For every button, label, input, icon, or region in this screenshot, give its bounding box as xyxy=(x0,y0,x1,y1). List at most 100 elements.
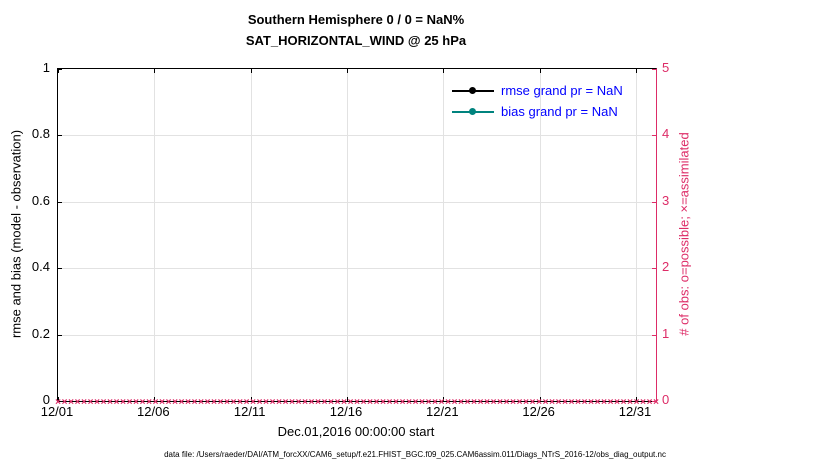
obs-assimilated-marker-icon: × xyxy=(256,397,263,408)
x-tick-mark xyxy=(58,397,59,401)
y-tick-mark-right xyxy=(652,334,656,336)
y-tick-label-left: 0.2 xyxy=(31,325,50,341)
obs-assimilated-marker-icon: × xyxy=(516,397,523,408)
obs-assimilated-marker-icon: × xyxy=(185,397,191,408)
obs-assimilated-marker-icon: × xyxy=(334,397,341,408)
y-tick-mark-left xyxy=(58,201,62,203)
obs-assimilated-marker-icon: × xyxy=(354,397,360,408)
obs-assimilated-marker-icon: × xyxy=(237,397,243,408)
obs-assimilated-marker-icon: × xyxy=(484,397,490,408)
x-tick-label: 12/11 xyxy=(233,404,266,419)
y-tick-mark-right xyxy=(652,69,656,70)
obs-assimilated-marker-icon: × xyxy=(464,397,471,408)
x-tick-mark-top xyxy=(443,69,445,73)
obs-assimilated-marker-icon: × xyxy=(419,397,425,408)
obs-assimilated-marker-icon: × xyxy=(295,397,302,408)
obs-assimilated-marker-icon: × xyxy=(386,397,393,408)
x-tick-mark-top xyxy=(347,69,348,73)
obs-assimilated-marker-icon: × xyxy=(646,397,653,408)
obs-assimilated-marker-icon: × xyxy=(503,397,510,408)
gridline-horizontal xyxy=(58,201,656,203)
obs-assimilated-marker-icon: × xyxy=(321,397,328,408)
obs-assimilated-marker-icon: × xyxy=(191,397,198,408)
y-tick-label-right: 0 xyxy=(662,392,670,407)
obs-assimilated-marker-icon: × xyxy=(107,397,113,408)
obs-assimilated-marker-icon: × xyxy=(458,397,464,408)
obs-assimilated-marker-icon: × xyxy=(204,397,211,408)
chart-title-line2: SAT_HORIZONTAL_WIND @ 25 hPa xyxy=(245,32,467,48)
obs-assimilated-marker-icon: × xyxy=(152,397,159,408)
obs-assimilated-marker-icon: × xyxy=(211,397,217,408)
y-tick-mark-left xyxy=(58,69,62,70)
y-tick-label-left: 0.4 xyxy=(31,259,50,275)
x-tick-label: 12/26 xyxy=(522,404,555,419)
obs-assimilated-marker-icon: × xyxy=(126,397,133,408)
x-tick-mark xyxy=(347,397,348,401)
obs-assimilated-marker-icon: × xyxy=(536,397,542,408)
x-tick-mark xyxy=(250,397,252,401)
obs-assimilated-marker-icon: × xyxy=(601,397,607,408)
obs-assimilated-marker-icon: × xyxy=(120,397,126,408)
y-tick-label-right: 3 xyxy=(662,192,670,208)
obs-assimilated-marker-icon: × xyxy=(432,397,438,408)
obs-assimilated-marker-icon: × xyxy=(308,397,315,408)
x-tick-mark xyxy=(154,397,156,401)
x-tick-mark xyxy=(636,397,637,401)
obs-assimilated-marker-icon: × xyxy=(575,397,581,408)
x-tick-mark-top xyxy=(58,69,59,73)
data-file-caption: data file: /Users/raeder/DAI/ATM_forcXX/… xyxy=(164,450,666,459)
obs-assimilated-marker-icon: × xyxy=(172,397,178,408)
y-tick-mark-left xyxy=(58,401,62,402)
x-tick-mark-top xyxy=(154,69,156,73)
obs-assimilated-marker-icon: × xyxy=(445,397,451,408)
x-tick-mark xyxy=(443,397,445,401)
obs-assimilated-marker-icon: × xyxy=(620,397,627,408)
obs-assimilated-marker-icon: × xyxy=(276,397,282,408)
obs-assimilated-marker-icon: × xyxy=(243,397,250,408)
obs-assimilated-marker-icon: × xyxy=(497,397,503,408)
obs-assimilated-marker-icon: × xyxy=(315,397,321,408)
obs-assimilated-marker-icon: × xyxy=(81,397,87,408)
obs-assimilated-marker-icon: × xyxy=(100,397,107,408)
obs-assimilated-marker-icon: × xyxy=(542,397,549,408)
obs-assimilated-marker-icon: × xyxy=(282,397,289,408)
x-tick-label: 12/31 xyxy=(618,404,652,419)
y-tick-label-left: 0 xyxy=(42,392,50,407)
obs-assimilated-marker-icon: × xyxy=(640,397,646,408)
obs-assimilated-marker-icon: × xyxy=(55,397,61,408)
obs-assimilated-marker-icon: × xyxy=(367,397,373,408)
x-tick-mark-top xyxy=(539,69,541,73)
x-tick-label: 12/16 xyxy=(329,404,363,419)
obs-assimilated-marker-icon: × xyxy=(633,397,640,408)
plot-area: rmse grand pr = NaN bias grand pr = NaN … xyxy=(55,68,659,408)
obs-assimilated-marker-icon: × xyxy=(217,397,224,408)
obs-assimilated-marker-icon: × xyxy=(588,397,594,408)
obs-assimilated-marker-icon: × xyxy=(477,397,484,408)
gridline-vertical xyxy=(347,69,348,401)
x-tick-mark-top xyxy=(636,69,637,73)
y-tick-label-right: 4 xyxy=(662,126,670,142)
obs-assimilated-marker-icon: × xyxy=(555,397,562,408)
bias-line-marker-icon xyxy=(452,107,494,116)
obs-assimilated-marker-icon: × xyxy=(230,397,237,408)
right-axis-label: # of obs: o=possible; ×=assimilated xyxy=(676,132,692,336)
obs-assimilated-marker-icon: × xyxy=(347,397,354,408)
obs-assimilated-marker-icon: × xyxy=(289,397,295,408)
obs-assimilated-marker-icon: × xyxy=(360,397,367,408)
obs-assimilated-marker-icon: × xyxy=(146,397,152,408)
y-tick-mark-left xyxy=(58,334,62,336)
obs-assimilated-marker-icon: × xyxy=(393,397,399,408)
legend-entry-bias: bias grand pr = NaN xyxy=(452,104,623,119)
obs-assimilated-marker-icon: × xyxy=(341,397,347,408)
x-tick-mark-top xyxy=(250,69,252,73)
obs-assimilated-marker-icon: × xyxy=(627,397,633,408)
obs-assimilated-marker-icon: × xyxy=(529,397,536,408)
x-axis-label: Dec.01,2016 00:00:00 start xyxy=(277,424,435,439)
x-tick-label: 12/21 xyxy=(426,404,459,419)
obs-assimilated-marker-icon: × xyxy=(380,397,386,408)
obs-assimilated-marker-icon: × xyxy=(406,397,412,408)
gridline-vertical xyxy=(443,69,445,401)
gridline-vertical xyxy=(250,69,252,401)
legend-label-bias: bias grand pr = NaN xyxy=(501,104,618,119)
